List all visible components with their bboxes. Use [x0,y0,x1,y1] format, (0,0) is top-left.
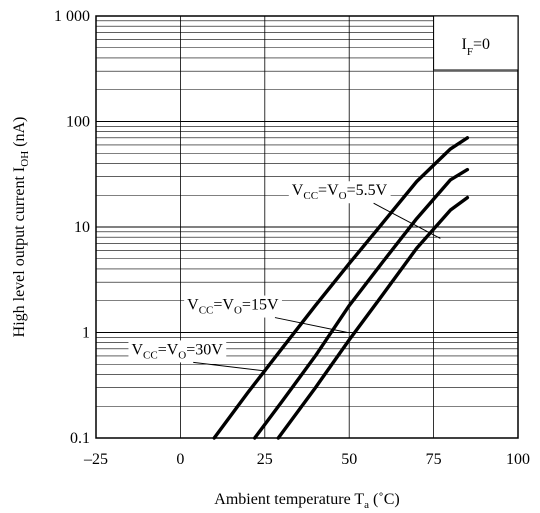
series-label-background [288,181,391,204]
y-tick-label: 10 [74,219,90,236]
condition-box: IF=0 [433,15,519,71]
series-label-group: VCC=VO=30V [128,340,267,372]
grid [96,16,518,438]
x-tick-label: 100 [506,451,530,468]
series-label-30v: VCC=VO=30V [131,341,223,361]
x-tick-label: 50 [341,451,357,468]
series-label-leader [274,317,348,333]
y-axis-title: High level output current IOH (nA) [11,117,31,338]
tick-labels: –25 0 25 50 75 100 0.1 1 10 100 1 000 [54,8,530,468]
series-curve-2 [276,195,470,440]
series-label-background [184,295,282,318]
condition-label: IF=0 [462,36,490,58]
series-curves [212,136,470,440]
x-axis-title: Ambient temperature Ta (˚C) [214,491,399,511]
y-tick-label: 1 [82,325,90,342]
series-label-5v5: VCC=VO=5.5V [292,182,388,202]
series-label-group: VCC=VO=15V [184,295,348,333]
x-tick-label: 75 [426,451,442,468]
series-label-group: VCC=VO=5.5V [288,181,441,239]
plot-frame [95,15,519,439]
series-label-leader [193,361,267,372]
series-label-15v: VCC=VO=15V [187,297,279,317]
y-tick-label: 0.1 [70,430,90,447]
series-label-background [128,340,227,363]
x-tick-label: 25 [257,451,273,468]
series-curve-0 [212,136,470,440]
x-tick-label: –25 [83,451,108,468]
y-tick-label: 1 000 [54,8,90,25]
y-tick-label: 100 [66,114,90,131]
series-labels: VCC=VO=5.5V VCC=VO=15V VCC=VO=30V [128,181,441,372]
condition-box-frame [433,15,519,71]
series-label-leader [373,202,441,239]
x-tick-label: 0 [176,451,184,468]
series-curve-1 [253,167,470,440]
